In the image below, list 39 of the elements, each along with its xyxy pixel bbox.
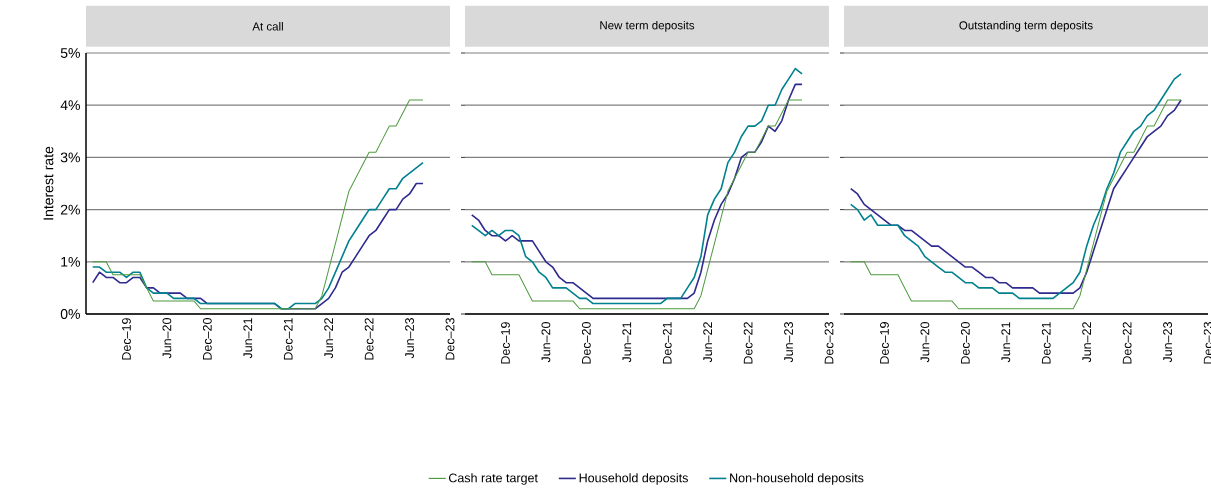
y-tick-label: 0%: [60, 309, 80, 319]
x-tick-label: Dec–23: [445, 318, 455, 360]
x-tick-label: Jun–23: [405, 318, 414, 359]
y-axis-title: Interest rate: [43, 146, 54, 220]
x-tick-label: Jun–23: [784, 322, 793, 363]
y-tick-label: 2%: [60, 204, 80, 215]
x-tick-label: Dec–19: [501, 322, 510, 364]
y-tick-label: 5%: [60, 48, 80, 58]
chart-title: At call: [252, 22, 283, 31]
legend-label: Household deposits: [579, 473, 688, 485]
legend-label: Non-household deposits: [730, 473, 864, 485]
x-tick-label: Dec–20: [202, 318, 212, 360]
y-tick-label: 4%: [60, 100, 80, 111]
x-tick-label: Dec–22: [1122, 322, 1132, 364]
x-tick-label: Jun–21: [243, 318, 253, 359]
x-tick-label: Dec–19: [122, 318, 131, 360]
x-tick-label: Jun–22: [1082, 322, 1092, 363]
x-tick-label: Jun–22: [324, 318, 334, 359]
x-tick-label: Jun–21: [622, 322, 632, 363]
x-tick-label: Jun–22: [703, 322, 713, 363]
chart-title: Outstanding term deposits: [959, 20, 1093, 32]
x-tick-label: Jun–20: [162, 318, 172, 359]
x-tick-label: Jun–21: [1001, 322, 1011, 363]
x-tick-label: Dec–21: [283, 318, 293, 360]
x-tick-label: Dec–21: [1041, 322, 1051, 364]
x-tick-label: Dec–23: [824, 322, 834, 364]
x-tick-label: Dec–19: [880, 322, 889, 364]
x-tick-label: Jun–20: [541, 322, 551, 363]
y-tick-label: 3%: [60, 152, 80, 163]
x-tick-label: Dec–20: [960, 322, 970, 364]
x-tick-label: Dec–20: [581, 322, 591, 364]
chart-title: New term deposits: [600, 20, 695, 32]
x-tick-label: Jun–20: [920, 322, 930, 363]
x-tick-label: Dec–22: [364, 318, 374, 360]
x-tick-label: Dec–21: [662, 322, 672, 364]
y-tick-label: 1%: [61, 256, 80, 267]
x-tick-label: Dec–22: [743, 322, 753, 364]
x-tick-label: Jun–23: [1163, 322, 1172, 363]
legend-label: Cash rate target: [448, 473, 538, 485]
